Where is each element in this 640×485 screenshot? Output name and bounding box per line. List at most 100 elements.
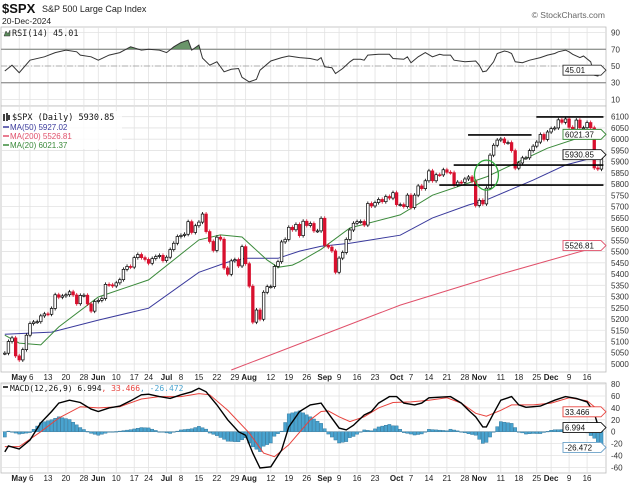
candle bbox=[326, 243, 330, 250]
candle bbox=[100, 296, 104, 303]
candle bbox=[13, 335, 18, 358]
date-axis-label: 20 bbox=[61, 373, 70, 382]
macd-histogram-bar bbox=[488, 431, 492, 438]
candle-body bbox=[193, 225, 197, 233]
candle-body bbox=[75, 294, 79, 305]
candle-body bbox=[495, 139, 499, 146]
candle-body bbox=[581, 127, 586, 130]
candle-body bbox=[89, 303, 93, 312]
candle bbox=[17, 353, 21, 362]
candle bbox=[556, 117, 560, 130]
candle bbox=[524, 155, 528, 160]
rsi-axis-label: 90 bbox=[611, 29, 620, 38]
macd-histogram-bar bbox=[64, 418, 68, 432]
macd-histogram-bar bbox=[319, 423, 323, 432]
candle-body bbox=[114, 282, 118, 287]
candle bbox=[394, 190, 399, 207]
candle-body bbox=[297, 224, 302, 236]
macd-histogram-bar bbox=[337, 431, 341, 444]
candle-body bbox=[71, 291, 75, 296]
candle bbox=[121, 267, 126, 282]
macd-histogram-bar bbox=[207, 431, 212, 434]
candle-body bbox=[100, 298, 104, 301]
candle-body bbox=[24, 334, 29, 350]
macd-histogram-bar bbox=[136, 428, 140, 432]
macd-histogram-bar bbox=[157, 431, 162, 433]
macd-axis-label: -20 bbox=[611, 440, 623, 449]
candle-body bbox=[200, 213, 205, 223]
candle-body bbox=[470, 176, 474, 182]
candlestick-icon bbox=[3, 113, 10, 121]
candle-body bbox=[96, 300, 100, 302]
candle bbox=[301, 219, 305, 238]
candle-body bbox=[161, 255, 165, 261]
ma20-value-tag-text: 6021.37 bbox=[565, 130, 594, 139]
macd-histogram-bar bbox=[545, 431, 550, 433]
symbol-name: S&P 500 Large Cap Index bbox=[42, 4, 147, 14]
candle bbox=[139, 252, 144, 260]
date-axis-label: 6 bbox=[29, 373, 34, 382]
macd-histogram-bar bbox=[362, 429, 367, 432]
candle-body bbox=[423, 180, 427, 189]
macd-histogram-bar bbox=[312, 418, 316, 432]
candle bbox=[563, 116, 568, 125]
macd-histogram-bar bbox=[459, 431, 464, 433]
candle-body bbox=[589, 122, 593, 129]
price-axis-label: 5250 bbox=[611, 304, 629, 313]
price-axis-label: 6000 bbox=[611, 135, 629, 144]
candle bbox=[31, 319, 36, 326]
candle bbox=[531, 144, 535, 153]
candle-body bbox=[527, 150, 532, 159]
candle-body bbox=[172, 242, 176, 250]
candle bbox=[60, 293, 64, 300]
price-axis-label: 6050 bbox=[611, 124, 629, 133]
candle-body bbox=[39, 315, 43, 323]
macd-histogram-bar bbox=[556, 429, 561, 432]
candle bbox=[53, 292, 57, 311]
date-axis-label: 25 bbox=[532, 474, 541, 483]
candle bbox=[182, 232, 187, 238]
date-axis-label: 8 bbox=[179, 373, 184, 382]
candle-body bbox=[376, 199, 381, 203]
candle-body bbox=[549, 128, 553, 133]
candle bbox=[265, 284, 269, 295]
macd-histogram-bar bbox=[146, 427, 151, 432]
candle bbox=[254, 308, 259, 325]
macd-histogram-bar bbox=[85, 431, 90, 433]
macd-histogram-bar bbox=[513, 427, 517, 432]
candle bbox=[470, 174, 474, 184]
candle bbox=[114, 280, 118, 288]
candle bbox=[560, 117, 564, 125]
candle-body bbox=[118, 279, 122, 284]
candle-body bbox=[463, 178, 467, 183]
candle-body bbox=[233, 259, 237, 262]
date-axis-label: Nov bbox=[472, 474, 488, 483]
macd-histogram-bar bbox=[542, 431, 546, 433]
ma200-legend-text: MA(200) 5526.81 bbox=[10, 132, 72, 141]
date-axis-label: Jul bbox=[161, 474, 173, 483]
date-axis-label: 7 bbox=[409, 474, 414, 483]
macd-histogram-bar bbox=[470, 431, 474, 435]
candle bbox=[535, 140, 539, 149]
price-axis-label: 5850 bbox=[611, 169, 629, 178]
candle-body bbox=[416, 185, 420, 196]
date-axis-label: 28 bbox=[79, 474, 88, 483]
candle bbox=[146, 257, 151, 266]
candle-body bbox=[190, 221, 194, 233]
date-axis-label: 10 bbox=[112, 474, 121, 483]
candle bbox=[143, 255, 147, 262]
macd-histogram-bar bbox=[254, 431, 259, 450]
ma200-line bbox=[231, 245, 602, 371]
price-axis-label: 5750 bbox=[611, 191, 629, 200]
candle bbox=[103, 282, 108, 301]
candle-body bbox=[380, 199, 384, 203]
date-axis-label: 18 bbox=[514, 373, 523, 382]
macd-histogram-bar bbox=[423, 431, 428, 433]
candle bbox=[243, 244, 248, 266]
candle bbox=[89, 301, 93, 314]
candle-body bbox=[355, 221, 359, 224]
date-axis-label: 17 bbox=[130, 373, 139, 382]
macd-histogram-bar bbox=[308, 416, 313, 432]
macd-histogram-bar bbox=[67, 419, 72, 432]
macd-histogram-bar bbox=[384, 425, 388, 432]
